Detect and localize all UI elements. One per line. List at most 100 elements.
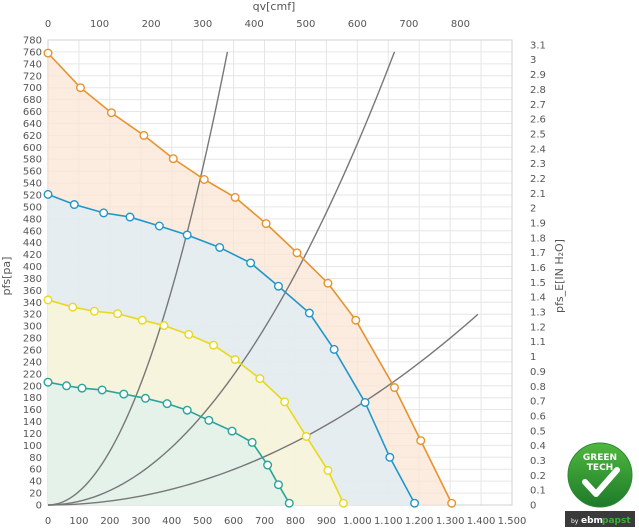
series-2-point xyxy=(182,230,192,240)
top-tick-label: 800 xyxy=(451,19,470,30)
series-1-point xyxy=(416,436,426,446)
series-1-point xyxy=(292,248,302,258)
series-4-point xyxy=(284,498,294,508)
series-1-point xyxy=(230,192,240,202)
right-tick-label: 0.6 xyxy=(530,411,546,422)
bottom-tick-label: 900 xyxy=(317,516,336,527)
series-3-point xyxy=(89,306,99,316)
left-tick-label: 400 xyxy=(23,262,42,273)
bottom-tick-label: 300 xyxy=(131,516,150,527)
series-2-point xyxy=(69,200,79,210)
series-4-point xyxy=(273,480,283,490)
left-tick-label: 500 xyxy=(23,202,42,213)
series-line-1 xyxy=(47,52,453,504)
left-tick-label: 560 xyxy=(23,167,42,178)
series-4-point xyxy=(263,460,273,470)
left-tick-label: 260 xyxy=(23,346,42,357)
bottom-tick-label: 1.000 xyxy=(343,516,372,527)
logo-footer xyxy=(565,511,635,527)
right-tick-label: 1.1 xyxy=(530,337,546,348)
series-1-point xyxy=(323,278,333,288)
bottom-tick-label: 400 xyxy=(162,516,181,527)
series-2-point xyxy=(385,452,395,462)
series-4-point xyxy=(77,383,87,393)
series-2-point xyxy=(410,498,420,508)
left-axis-title: pfs[pa] xyxy=(0,257,13,296)
left-tick-label: 580 xyxy=(23,155,42,166)
series-1-point xyxy=(351,315,361,325)
series-4-point xyxy=(62,381,72,391)
series-3-point xyxy=(43,295,53,305)
logo-badge xyxy=(567,442,633,508)
right-tick-label: 2.4 xyxy=(530,144,546,155)
left-tick-label: 640 xyxy=(23,119,42,130)
left-tick-label: 0 xyxy=(36,501,42,512)
left-tick-label: 460 xyxy=(23,226,42,237)
right-tick-label: 2 xyxy=(530,204,536,215)
left-tick-label: 300 xyxy=(23,322,42,333)
left-tick-label: 480 xyxy=(23,214,42,225)
right-tick-label: 2.9 xyxy=(530,70,546,81)
system-curve-2 xyxy=(47,51,396,506)
series-3-point xyxy=(301,431,311,441)
series-4-point xyxy=(204,415,214,425)
series-2-point xyxy=(99,208,109,218)
series-1-point xyxy=(199,174,209,184)
series-4-point xyxy=(247,437,257,447)
right-tick-label: 1.7 xyxy=(530,248,546,259)
series-3-point xyxy=(280,397,290,407)
system-curve-1 xyxy=(47,51,229,506)
bottom-tick-label: 200 xyxy=(100,516,119,527)
series-2-point xyxy=(329,344,339,354)
series-4-point xyxy=(182,405,192,415)
left-tick-label: 680 xyxy=(23,95,42,106)
series-3-point xyxy=(338,498,348,508)
top-tick-label: 600 xyxy=(348,19,367,30)
series-1-point xyxy=(261,219,271,229)
top-axis-title: qv[cmf] xyxy=(253,0,296,13)
series-3-point xyxy=(208,340,218,350)
curve-fills xyxy=(48,53,452,505)
left-tick-label: 760 xyxy=(23,47,42,58)
left-tick-label: 220 xyxy=(23,369,42,380)
right-tick-label: 3.1 xyxy=(530,40,546,51)
left-tick-label: 520 xyxy=(23,191,42,202)
series-1-point xyxy=(139,130,149,140)
right-tick-label: 1.3 xyxy=(530,308,546,319)
logo-line2: TECH xyxy=(587,463,613,473)
right-tick-label: 2.1 xyxy=(530,189,546,200)
right-tick-label: 0.1 xyxy=(530,486,546,497)
right-tick-label: 1.2 xyxy=(530,322,546,333)
series-3-point xyxy=(159,321,169,331)
left-tick-label: 620 xyxy=(23,131,42,142)
left-tick-label: 240 xyxy=(23,357,42,368)
bottom-tick-label: 1.200 xyxy=(405,516,434,527)
logo-brand-b: papst xyxy=(602,516,631,526)
logo-by: by xyxy=(571,518,579,525)
right-tick-label: 1.5 xyxy=(530,278,546,289)
left-tick-label: 20 xyxy=(29,489,42,500)
left-tick-label: 720 xyxy=(23,71,42,82)
series-3-point xyxy=(184,330,194,340)
series-2-point xyxy=(43,189,53,199)
left-tick-label: 360 xyxy=(23,286,42,297)
series-3-point xyxy=(323,465,333,475)
series-1-point xyxy=(389,383,399,393)
left-tick-label: 740 xyxy=(23,59,42,70)
series-2-point xyxy=(304,308,314,318)
top-tick-label: 300 xyxy=(193,19,212,30)
series-4-point xyxy=(97,385,107,395)
series-1-point xyxy=(106,108,116,118)
bottom-tick-label: 1.300 xyxy=(436,516,465,527)
series-2-point xyxy=(125,212,135,222)
series-1-point xyxy=(75,83,85,93)
right-tick-label: 2.5 xyxy=(530,129,546,140)
top-tick-label: 400 xyxy=(245,19,264,30)
series-3-point xyxy=(255,374,265,384)
series-4-point xyxy=(162,399,172,409)
curve-lines xyxy=(43,48,457,508)
left-tick-label: 660 xyxy=(23,107,42,118)
left-tick-label: 340 xyxy=(23,298,42,309)
logo-brand-a: ebm xyxy=(581,516,603,526)
series-4-point xyxy=(119,389,129,399)
